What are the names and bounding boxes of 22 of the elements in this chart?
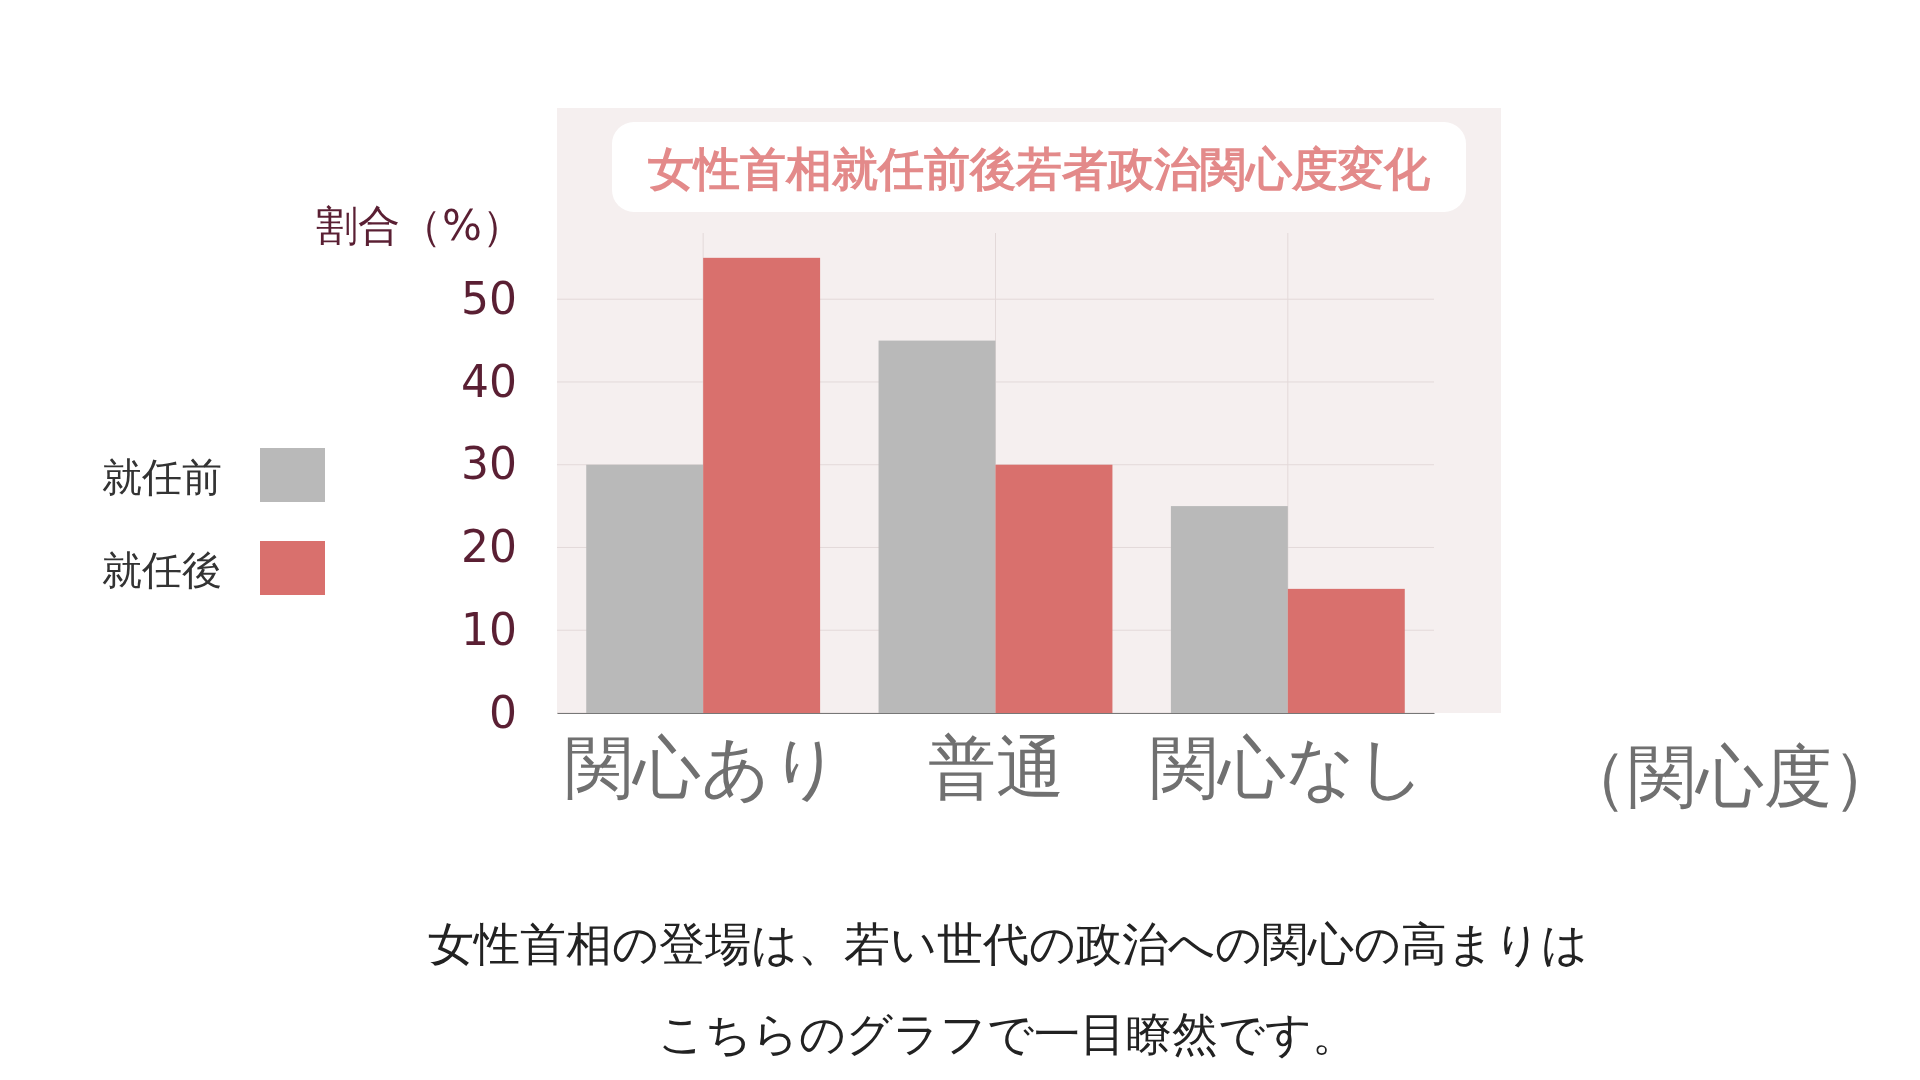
bar	[586, 464, 704, 713]
x-tick-label: 関心あり	[565, 729, 842, 806]
bar	[995, 464, 1113, 713]
bar	[878, 340, 996, 713]
y-tick-label: 40	[461, 355, 517, 407]
x-axis-title: （関心度）	[1560, 737, 1900, 816]
y-tick-label: 0	[489, 686, 517, 738]
legend-label: 就任後	[102, 547, 222, 593]
y-axis-title: 割合（%）	[316, 201, 524, 250]
bar	[703, 257, 821, 713]
bar	[1287, 588, 1405, 713]
y-tick-label: 10	[461, 603, 517, 655]
bar	[1170, 506, 1288, 713]
y-tick-label: 20	[461, 521, 517, 573]
text: こちらのグラフで一目瞭然です。	[658, 1007, 1358, 1061]
y-tick-label: 50	[461, 272, 517, 324]
chart-title: 女性首相就任前後若者政治関心度変化	[648, 142, 1431, 196]
x-tick-label: 関心なし	[1149, 729, 1426, 806]
text: 女性首相の登場は、若い世代の政治への関心の高まりは	[428, 917, 1588, 971]
legend-label: 就任前	[102, 454, 222, 500]
x-tick-label: 普通	[927, 729, 1064, 806]
y-tick-label: 30	[461, 438, 517, 490]
